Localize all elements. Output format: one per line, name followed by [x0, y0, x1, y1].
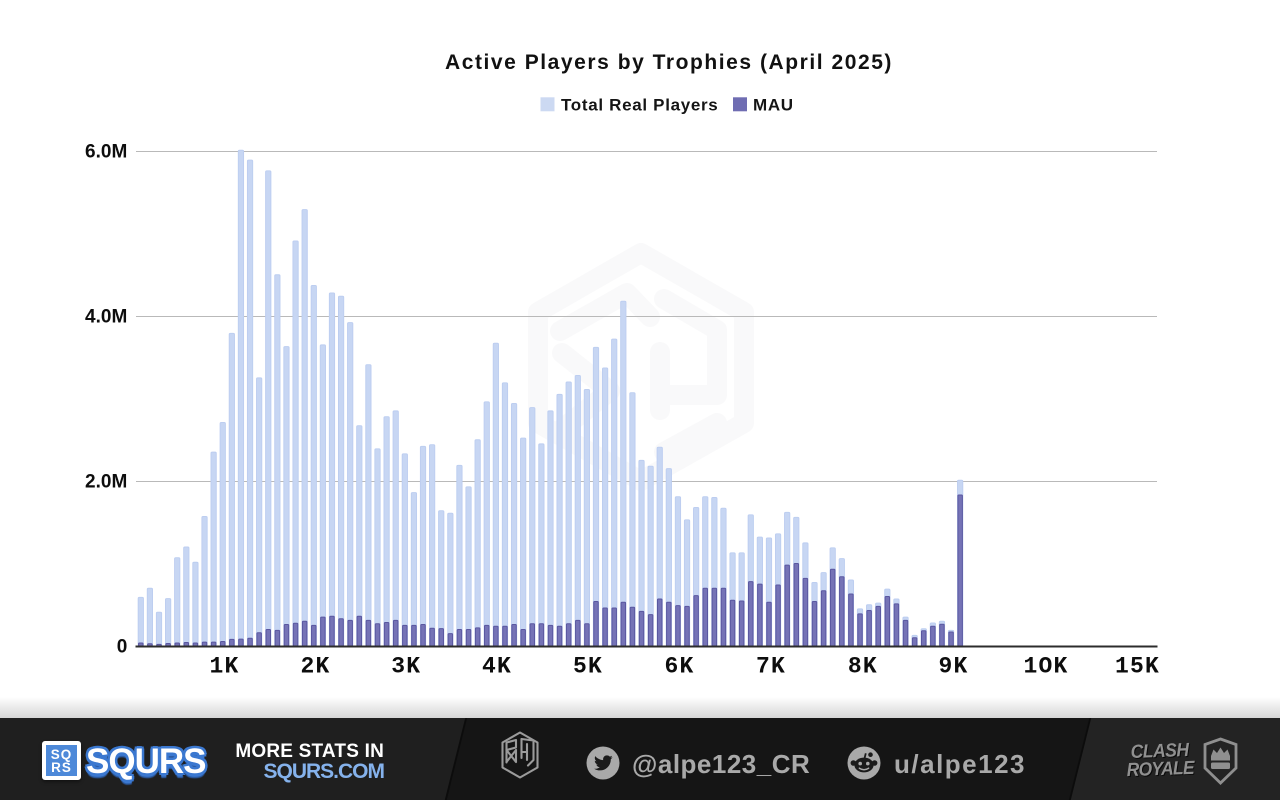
svg-text:1OK: 1OK: [1023, 653, 1068, 679]
svg-text:3K: 3K: [391, 653, 421, 679]
svg-text:Total Real Players: Total Real Players: [561, 96, 718, 115]
svg-text:2K: 2K: [300, 653, 330, 679]
svg-text:1K: 1K: [209, 653, 239, 679]
svg-text:7K: 7K: [756, 653, 786, 679]
svg-text:4.0M: 4.0M: [85, 306, 127, 327]
svg-text:9K: 9K: [938, 653, 968, 679]
svg-text:6.0M: 6.0M: [85, 141, 127, 162]
svg-text:MAU: MAU: [753, 96, 794, 115]
svg-text:8K: 8K: [848, 653, 878, 679]
svg-text:2.0M: 2.0M: [85, 471, 127, 492]
svg-text:Active Players by Trophies (Ap: Active Players by Trophies (April 2025): [445, 51, 893, 74]
svg-text:6K: 6K: [664, 653, 694, 679]
svg-text:4K: 4K: [482, 653, 512, 679]
svg-text:15K: 15K: [1115, 653, 1160, 679]
svg-text:0: 0: [117, 636, 128, 657]
svg-text:5K: 5K: [573, 653, 603, 679]
